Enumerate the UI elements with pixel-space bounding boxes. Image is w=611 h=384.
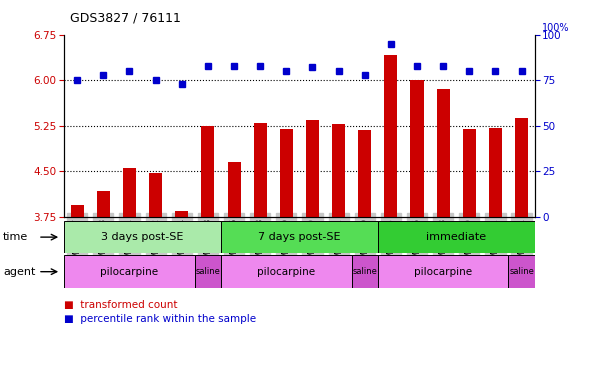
Text: saline: saline [353,267,377,276]
Bar [175,211,188,217]
Bar [515,118,528,217]
Text: 3 days post-SE: 3 days post-SE [101,232,184,242]
Bar [411,79,423,217]
Bar [97,191,110,217]
Bar [358,130,371,217]
Bar [508,255,535,288]
Bar [332,124,345,217]
Bar [463,129,476,217]
Bar [202,126,214,217]
Text: pilocarpine: pilocarpine [257,266,315,277]
Bar [195,255,221,288]
Bar [384,55,397,217]
Text: 7 days post-SE: 7 days post-SE [258,232,341,242]
Text: agent: agent [3,266,35,277]
Bar [254,123,267,217]
Text: ■  transformed count: ■ transformed count [64,300,178,310]
Bar [227,162,241,217]
Bar [64,221,221,253]
Text: 100%: 100% [542,23,569,33]
Bar [378,221,535,253]
Text: ■  percentile rank within the sample: ■ percentile rank within the sample [64,314,256,324]
Text: pilocarpine: pilocarpine [414,266,472,277]
Bar [306,120,319,217]
Text: saline: saline [196,267,221,276]
Text: pilocarpine: pilocarpine [100,266,159,277]
Bar [221,221,378,253]
Bar [71,205,84,217]
Bar [280,129,293,217]
Bar [149,172,162,217]
Bar [123,168,136,217]
Bar [489,127,502,217]
Text: GDS3827 / 76111: GDS3827 / 76111 [70,12,181,25]
Text: time: time [3,232,28,242]
Bar [352,255,378,288]
Bar [221,255,352,288]
Text: saline: saline [509,267,534,276]
Text: immediate: immediate [426,232,486,242]
Bar [64,255,195,288]
Bar [437,89,450,217]
Bar [378,255,508,288]
